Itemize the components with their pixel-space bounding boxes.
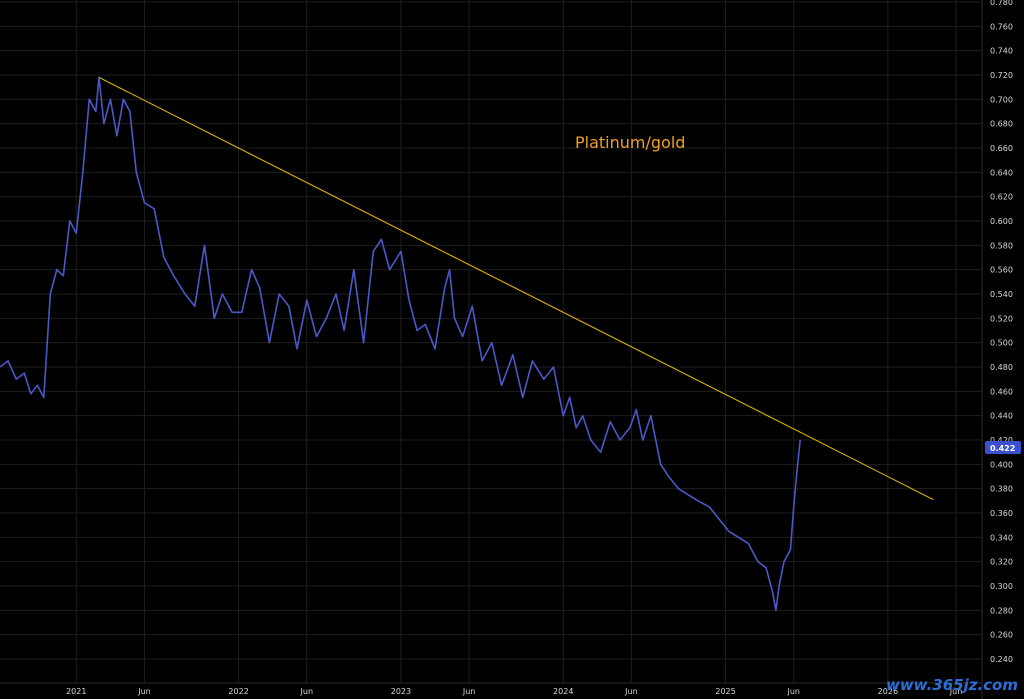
y-tick-label: 0.260 [990, 631, 1013, 640]
y-tick-label: 0.480 [990, 363, 1013, 372]
last-value-label: 0.422 [990, 444, 1015, 453]
x-tick-label: 2021 [66, 687, 86, 696]
last-value-badge-bg [985, 441, 1021, 454]
x-tick-label: 2022 [228, 687, 248, 696]
price-series-line [0, 76, 801, 612]
last-value-badge: 0.422 [985, 441, 1021, 454]
y-tick-label: 0.760 [990, 22, 1013, 31]
y-tick-label: 0.560 [990, 266, 1013, 275]
x-tick-label: Jun [624, 687, 638, 696]
y-tick-label: 0.680 [990, 120, 1013, 129]
y-tick-label: 0.400 [990, 460, 1013, 469]
x-tick-label: Jun [786, 687, 800, 696]
y-tick-label: 0.280 [990, 606, 1013, 615]
y-tick-label: 0.580 [990, 241, 1013, 250]
y-tick-label: 0.360 [990, 509, 1013, 518]
series-layer [0, 76, 934, 612]
x-tick-label: 2024 [553, 687, 573, 696]
x-tick-label: Jun [300, 687, 314, 696]
y-tick-label: 0.640 [990, 168, 1013, 177]
y-tick-label: 0.740 [990, 47, 1013, 56]
watermark: www.365jz.com [886, 676, 1018, 694]
y-tick-label: 0.720 [990, 71, 1013, 80]
x-tick-label: Jun [462, 687, 476, 696]
x-tick-label: Jun [949, 687, 963, 696]
y-tick-label: 0.600 [990, 217, 1013, 226]
y-tick-label: 0.340 [990, 533, 1013, 542]
y-tick-label: 0.780 [990, 0, 1013, 7]
x-tick-label: 2023 [391, 687, 411, 696]
y-tick-label: 0.300 [990, 582, 1013, 591]
y-tick-label: 0.420 [990, 436, 1013, 445]
y-tick-label: 0.540 [990, 290, 1013, 299]
x-tick-label: Jun [137, 687, 151, 696]
price-axis[interactable]: 0.780 0.760 0.740 0.720 0.700 0.680 0.660 0.640… [990, 0, 1013, 664]
y-tick-label: 0.380 [990, 485, 1013, 494]
y-tick-label: 0.620 [990, 193, 1013, 202]
time-axis[interactable]: 2021 Jun 2022 Jun 2023 Jun 2024 Jun 2025 Jun 2026 J… [66, 687, 962, 696]
y-tick-label: 0.440 [990, 412, 1013, 421]
grid [0, 0, 982, 683]
chart-annotation: Platinum/gold [575, 133, 685, 152]
y-tick-label: 0.240 [990, 655, 1013, 664]
x-tick-label: 2025 [715, 687, 735, 696]
y-tick-label: 0.520 [990, 314, 1013, 323]
trend-line [98, 76, 934, 501]
y-tick-label: 0.320 [990, 558, 1013, 567]
y-tick-label: 0.700 [990, 95, 1013, 104]
x-tick-label: 2026 [878, 687, 898, 696]
y-tick-label: 0.460 [990, 387, 1013, 396]
y-tick-label: 0.660 [990, 144, 1013, 153]
y-tick-label: 0.500 [990, 339, 1013, 348]
